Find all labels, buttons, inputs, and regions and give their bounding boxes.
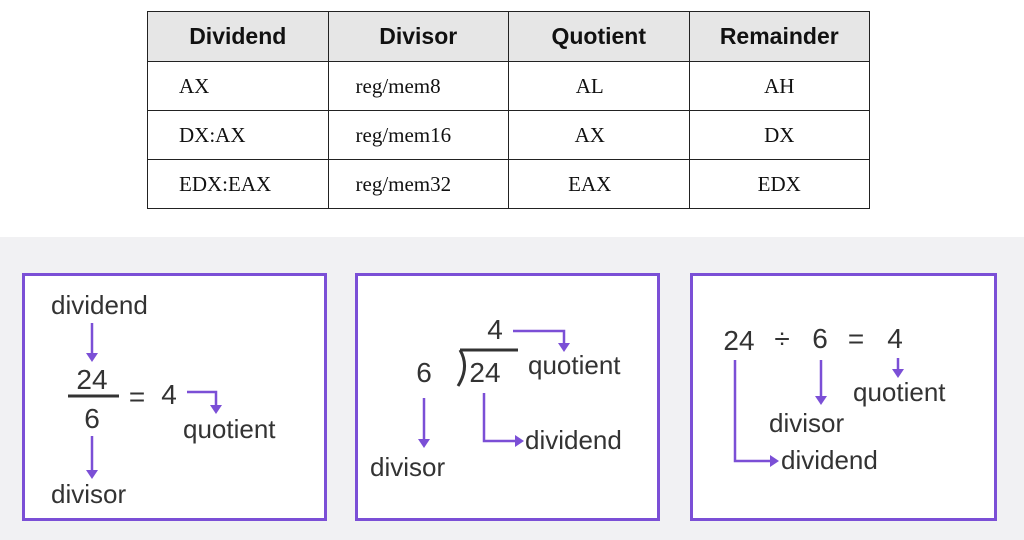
- cell-quotient: AL: [508, 61, 690, 111]
- long-division-diagram: 4 quotient 6 24 divisor dividend: [370, 314, 622, 482]
- cell-quotient: AX: [508, 110, 690, 160]
- equation-division-panel: 24 ÷ 6 = 4 quotient divisor dividend: [690, 273, 997, 521]
- result: 4: [161, 379, 177, 410]
- cell-remainder: AH: [688, 61, 870, 111]
- header-dividend: Dividend: [147, 11, 329, 62]
- quotient-value: 4: [487, 314, 503, 345]
- cell-divisor: reg/mem16: [327, 110, 509, 160]
- dividend-value: 24: [469, 357, 500, 388]
- table-row: DX:AX reg/mem16 AX DX: [147, 110, 870, 160]
- header-divisor: Divisor: [327, 11, 509, 62]
- division-bracket-curve: [456, 349, 466, 387]
- divisor-arrow-head: [418, 439, 430, 448]
- header-quotient: Quotient: [508, 11, 690, 62]
- divisor-label: divisor: [370, 452, 445, 482]
- divisor-arrow-head: [815, 396, 827, 405]
- quotient-label: quotient: [528, 350, 621, 380]
- equals-sign: =: [129, 381, 145, 412]
- dividend-label: dividend: [525, 425, 622, 455]
- table-row: EDX:EAX reg/mem32 EAX EDX: [147, 159, 870, 209]
- cell-dividend: DX:AX: [147, 110, 329, 160]
- division-operator: ÷: [774, 323, 789, 354]
- equation-diagram: 24 ÷ 6 = 4 quotient divisor dividend: [723, 323, 946, 475]
- fraction-division-panel: dividend 24 6 = 4 quotient divisor: [22, 273, 327, 521]
- denominator: 6: [84, 403, 100, 434]
- dividend-arrow: [733, 360, 773, 463]
- divisor-value: 6: [416, 357, 432, 388]
- dividend-label: dividend: [781, 445, 878, 475]
- dividend-arrow: [482, 393, 518, 443]
- quotient-label: quotient: [183, 414, 276, 444]
- dividend-label: dividend: [51, 290, 148, 320]
- dividend-arrow-head: [86, 353, 98, 362]
- quotient-arrow-head: [558, 343, 570, 352]
- divisor-arrow-head: [86, 470, 98, 479]
- quotient-label: quotient: [853, 377, 946, 407]
- fraction-diagram: dividend 24 6 = 4 quotient divisor: [51, 290, 276, 509]
- result: 4: [887, 323, 903, 354]
- divisor-label: divisor: [51, 479, 126, 509]
- dividend-arrow-head: [515, 435, 524, 447]
- table-header-row: Dividend Divisor Quotient Remainder: [147, 11, 870, 62]
- header-remainder: Remainder: [688, 11, 870, 62]
- long-division-panel: 4 quotient 6 24 divisor dividend: [355, 273, 660, 521]
- numerator: 24: [76, 364, 107, 395]
- quotient-arrow: [513, 329, 566, 346]
- table-row: AX reg/mem8 AL AH: [147, 61, 870, 111]
- cell-quotient: EAX: [508, 159, 690, 209]
- cell-dividend: EDX:EAX: [147, 159, 329, 209]
- quotient-arrow-head: [892, 369, 904, 378]
- cell-dividend: AX: [147, 61, 329, 111]
- dividend-value: 24: [723, 325, 754, 356]
- quotient-arrow-head: [210, 405, 222, 414]
- cell-remainder: EDX: [688, 159, 870, 209]
- divisor-value: 6: [812, 323, 828, 354]
- equals-sign: =: [848, 323, 864, 354]
- cell-remainder: DX: [688, 110, 870, 160]
- cell-divisor: reg/mem32: [327, 159, 509, 209]
- divisor-label: divisor: [769, 408, 844, 438]
- dividend-arrow-head: [770, 455, 779, 467]
- quotient-arrow: [187, 390, 218, 408]
- division-register-table: Dividend Divisor Quotient Remainder AX r…: [147, 11, 870, 209]
- cell-divisor: reg/mem8: [327, 61, 509, 111]
